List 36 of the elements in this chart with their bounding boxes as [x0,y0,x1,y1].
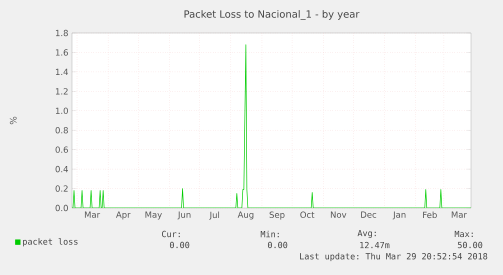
x-tick-label: Apr [116,212,131,220]
text: Avg: [358,230,376,238]
text: Last update: Thu Mar 29 20:52:54 2018 [300,252,488,262]
y-tick-label: 0.6 [56,146,68,153]
x-tick-label: Feb [423,212,437,218]
x-tick-label: Jan [392,212,406,220]
text: Min: [260,230,279,238]
y-tick-label: 1.4 [56,68,68,75]
text: 0.00 [170,242,190,248]
y-tick-label: 1.0 [56,108,68,114]
y-tick-label: 0.2 [56,185,68,192]
text: Max: [454,230,473,238]
x-tick-label: Jul [209,212,220,220]
y-tick-label: 1.6 [56,49,68,56]
chart-title: Packet Loss to Nacional_1 - by year [184,10,360,20]
y-tick-label: 1.2 [56,88,68,94]
y-axis-title: % [10,116,17,124]
x-tick-label: Dec [361,212,376,218]
x-tick-label: Mar [84,212,100,218]
y-tick-label: 0.8 [56,127,68,134]
x-tick-label: Sep [270,212,285,220]
x-tick-label: Aug [238,212,254,220]
x-tick-label: Jun [178,212,190,220]
y-tick-label: 0.4 [56,166,68,172]
line-series [72,44,472,208]
x-tick-label: Mar [452,212,467,218]
legend-label: packet loss [23,238,78,246]
y-tick-label: 1.8 [56,30,68,36]
text: 0.00 [268,242,288,248]
text: Cur: [162,230,180,238]
x-tick-label: Oct [300,212,314,218]
x-tick-label: May [145,212,162,220]
text: 50.00 [458,242,482,248]
y-tick-label: 0.0 [56,204,68,212]
x-tick-label: Nov [330,212,346,218]
text: 12.47m [360,242,390,248]
